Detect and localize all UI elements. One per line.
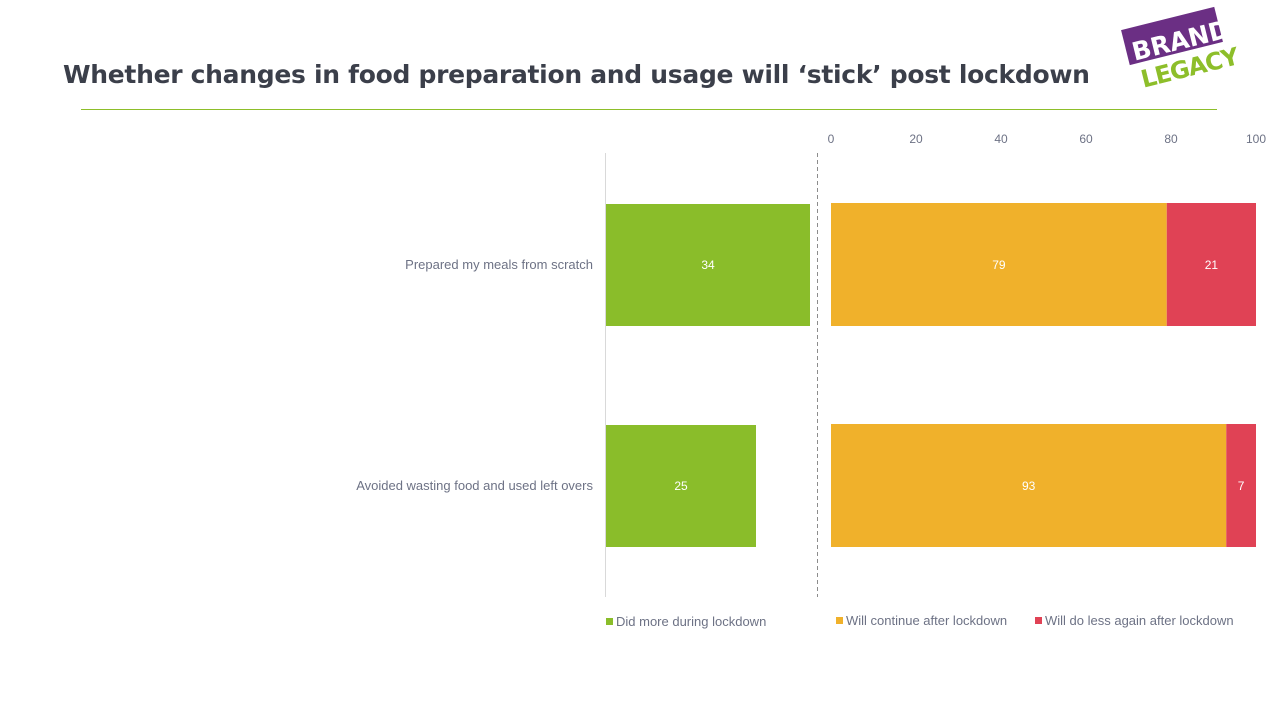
x-tick-label: 40 [994,132,1008,146]
page-title: Whether changes in food preparation and … [63,60,1090,89]
legend-label: Will continue after lockdown [846,613,1008,628]
legend-label: Will do less again after lockdown [1045,613,1234,628]
bar-will-do-less [1226,424,1256,547]
x-tick-label: 20 [909,132,923,146]
legend-swatch-green [606,618,613,625]
legend-swatch-orange [836,617,843,624]
bar-will-do-less [1166,203,1256,326]
x-tick-label: 60 [1079,132,1093,146]
data-label: 21 [1205,258,1219,272]
legend-item-will-do-less: Will do less again after lockdown [1035,613,1234,628]
data-label: 7 [1238,479,1245,493]
x-tick-label: 100 [1246,132,1266,146]
data-label: 79 [992,258,1006,272]
x-tick-label: 0 [828,132,835,146]
legend-item-did-more: Did more during lockdown [606,614,766,629]
data-label: 93 [1022,479,1036,493]
bar-will-continue [831,424,1227,547]
x-tick-label: 80 [1164,132,1178,146]
data-label: 25 [674,479,688,493]
title-divider [81,109,1217,110]
category-label: Prepared my meals from scratch [405,257,593,272]
bar-will-continue [831,203,1167,326]
legend-label: Did more during lockdown [616,614,767,629]
legend-swatch-red [1035,617,1042,624]
legend-item-will-continue: Will continue after lockdown [836,613,1007,628]
data-label: 34 [701,258,715,272]
category-label: Avoided wasting food and used left overs [356,478,593,493]
bar-did-more [606,425,756,547]
bar-did-more [606,204,810,326]
